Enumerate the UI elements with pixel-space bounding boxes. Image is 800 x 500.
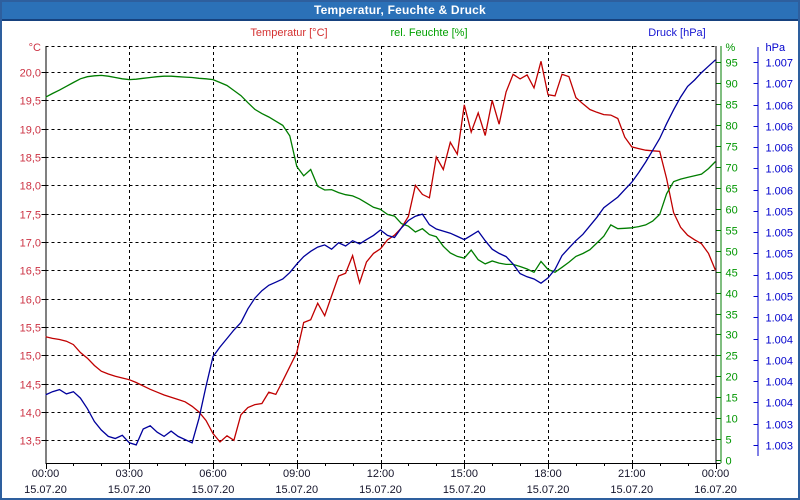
svg-text:1.004: 1.004 — [766, 335, 794, 347]
temperatur-series-line — [45, 61, 717, 443]
svg-text:19,5: 19,5 — [20, 96, 41, 108]
svg-text:90: 90 — [726, 79, 738, 91]
svg-text:12:00: 12:00 — [367, 468, 395, 480]
svg-text:14,5: 14,5 — [20, 380, 41, 392]
svg-text:19,0: 19,0 — [20, 125, 41, 137]
svg-text:70: 70 — [726, 163, 738, 175]
svg-text:03:00: 03:00 — [115, 468, 143, 480]
svg-text:15,5: 15,5 — [20, 323, 41, 335]
svg-text:1.006: 1.006 — [766, 164, 794, 176]
svg-text:35: 35 — [726, 310, 738, 322]
svg-text:15.07.20: 15.07.20 — [443, 484, 486, 496]
svg-text:15.07.20: 15.07.20 — [24, 484, 67, 496]
svg-text:1.006: 1.006 — [766, 122, 794, 134]
svg-text:1.004: 1.004 — [766, 313, 794, 325]
svg-text:1.005: 1.005 — [766, 271, 794, 283]
plot-frame — [45, 46, 759, 464]
svg-text:1.004: 1.004 — [766, 356, 794, 368]
svg-text:30: 30 — [726, 330, 738, 342]
svg-text:15,0: 15,0 — [20, 351, 41, 363]
svg-text:18,0: 18,0 — [20, 181, 41, 193]
svg-text:15:00: 15:00 — [450, 468, 478, 480]
svg-text:1.007: 1.007 — [766, 58, 794, 70]
svg-text:15: 15 — [726, 393, 738, 405]
svg-text:20,0: 20,0 — [20, 68, 41, 80]
legend-pressure-label: Druck [hPa] — [648, 27, 706, 39]
svg-text:1.006: 1.006 — [766, 186, 794, 198]
x-axis: 00:00 15.07.20 03:00 15.07.20 06:00 15.07.20 0… — [24, 464, 737, 496]
svg-text:09:00: 09:00 — [283, 468, 311, 480]
svg-text:80: 80 — [726, 121, 738, 133]
svg-text:16,0: 16,0 — [20, 295, 41, 307]
svg-text:1.003: 1.003 — [766, 420, 794, 432]
svg-text:16.07.20: 16.07.20 — [694, 484, 737, 496]
svg-text:45: 45 — [726, 268, 738, 280]
svg-text:06:00: 06:00 — [199, 468, 227, 480]
temperature-axis: °C 20,0 19,5 19,0 18,5 18,0 17,5 17,0 16,5 16,0 15… — [20, 42, 46, 448]
svg-text:1.004: 1.004 — [766, 377, 794, 389]
svg-text:16,5: 16,5 — [20, 266, 41, 278]
rel-feuchte-series-line — [45, 74, 716, 274]
svg-text:85: 85 — [726, 100, 738, 112]
svg-text:15.07.20: 15.07.20 — [359, 484, 402, 496]
svg-text:0: 0 — [726, 456, 732, 468]
svg-text:1.006: 1.006 — [766, 143, 794, 155]
svg-text:5: 5 — [726, 435, 732, 447]
svg-text:15.07.20: 15.07.20 — [192, 484, 235, 496]
svg-text:13,5: 13,5 — [20, 436, 41, 448]
svg-text:1.005: 1.005 — [766, 207, 794, 219]
svg-text:17,5: 17,5 — [20, 210, 41, 222]
svg-text:00:00: 00:00 — [32, 468, 60, 480]
svg-text:15.07.20: 15.07.20 — [527, 484, 570, 496]
svg-text:1.005: 1.005 — [766, 292, 794, 304]
svg-text:°C: °C — [29, 42, 41, 54]
svg-text:18,5: 18,5 — [20, 153, 41, 165]
svg-text:1.007: 1.007 — [766, 79, 794, 91]
window-title: Temperatur, Feuchte & Druck — [314, 3, 486, 17]
grid-lines — [45, 46, 716, 463]
svg-text:18:00: 18:00 — [534, 468, 562, 480]
svg-text:1.005: 1.005 — [766, 249, 794, 261]
svg-text:1.005: 1.005 — [766, 228, 794, 240]
svg-text:hPa: hPa — [766, 42, 786, 54]
svg-text:15.07.20: 15.07.20 — [275, 484, 318, 496]
svg-text:20: 20 — [726, 372, 738, 384]
svg-text:65: 65 — [726, 184, 738, 196]
svg-text:10: 10 — [726, 414, 738, 426]
legend-humidity-label: rel. Feuchte [%] — [390, 27, 468, 39]
svg-text:1.003: 1.003 — [766, 441, 794, 453]
svg-text:%: % — [726, 42, 736, 54]
svg-text:15.07.20: 15.07.20 — [108, 484, 151, 496]
svg-text:40: 40 — [726, 289, 738, 301]
svg-text:21:00: 21:00 — [618, 468, 646, 480]
svg-text:17,0: 17,0 — [20, 238, 41, 250]
svg-text:95: 95 — [726, 58, 738, 70]
svg-text:60: 60 — [726, 205, 738, 217]
pressure-axis: hPa 1.007 1.007 1.006 1.006 1.006 1.006 1.006 1.… — [753, 42, 794, 453]
svg-text:50: 50 — [726, 247, 738, 259]
svg-text:55: 55 — [726, 226, 738, 238]
svg-text:1.004: 1.004 — [766, 398, 794, 410]
svg-text:14,0: 14,0 — [20, 408, 41, 420]
svg-text:1.006: 1.006 — [766, 101, 794, 113]
svg-text:25: 25 — [726, 351, 738, 363]
legend-temperature-label: Temperatur [°C] — [250, 27, 328, 39]
svg-text:00:00: 00:00 — [702, 468, 730, 480]
svg-text:75: 75 — [726, 142, 738, 154]
svg-text:15.07.20: 15.07.20 — [610, 484, 653, 496]
druck-series-line — [45, 59, 716, 446]
title-bar: Temperatur, Feuchte & Druck — [2, 2, 798, 21]
